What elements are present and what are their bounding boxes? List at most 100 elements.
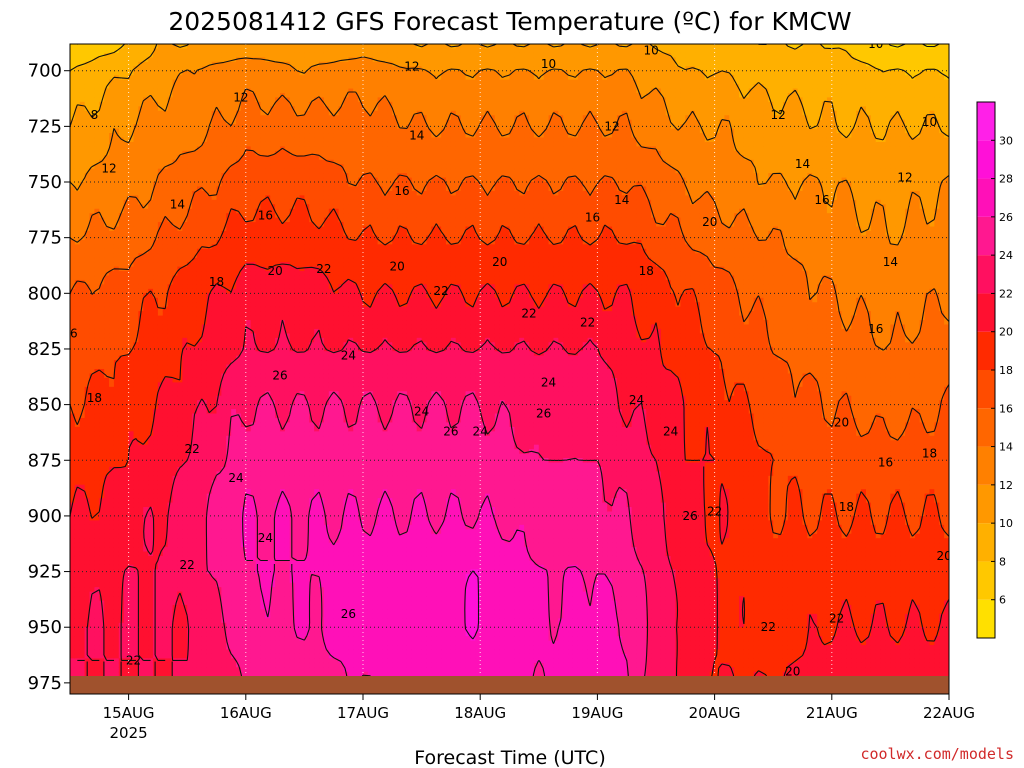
temperature-cell [236,53,241,58]
temperature-cell [168,405,173,410]
temperature-cell [99,329,104,334]
temperature-cell [104,213,109,218]
temperature-cell [182,489,187,494]
temperature-cell [143,365,148,370]
temperature-cell [85,529,90,534]
temperature-cell [99,316,104,321]
temperature-cell [158,320,163,325]
temperature-cell [207,356,212,361]
temperature-cell [202,414,207,419]
temperature-cell [94,445,99,450]
temperature-cell [168,503,173,508]
temperature-cell [94,44,99,49]
temperature-cell [212,93,217,98]
temperature-cell [207,471,212,476]
temperature-cell [182,494,187,499]
temperature-cell [129,485,134,490]
temperature-cell [80,284,85,289]
temperature-cell [138,427,143,432]
temperature-cell [129,53,134,58]
temperature-cell [70,601,75,606]
temperature-cell [182,365,187,370]
temperature-cell [119,97,124,102]
temperature-cell [207,324,212,329]
temperature-cell [212,227,217,232]
temperature-cell [104,556,109,561]
temperature-cell [90,137,95,142]
temperature-cell [119,320,124,325]
temperature-cell [158,84,163,89]
temperature-cell [158,271,163,276]
temperature-cell [197,556,202,561]
temperature-cell [119,507,124,512]
temperature-cell [153,454,158,459]
temperature-cell [212,520,217,525]
temperature-cell [192,592,197,597]
temperature-cell [168,231,173,236]
temperature-cell [104,632,109,637]
temperature-cell [217,93,222,98]
temperature-cell [109,618,114,623]
temperature-cell [197,552,202,557]
temperature-cell [70,258,75,263]
temperature-cell [168,396,173,401]
temperature-cell [217,222,222,227]
temperature-cell [173,93,178,98]
temperature-cell [158,316,163,321]
temperature-cell [85,476,90,481]
temperature-cell [99,231,104,236]
temperature-cell [90,498,95,503]
temperature-cell [207,560,212,565]
temperature-cell [192,351,197,356]
temperature-cell [143,480,148,485]
temperature-cell [187,115,192,120]
temperature-cell [109,458,114,463]
temperature-cell [85,440,90,445]
temperature-cell [138,627,143,632]
temperature-cell [182,351,187,356]
temperature-cell [153,191,158,196]
temperature-cell [221,454,226,459]
temperature-cell [163,587,168,592]
temperature-cell [70,636,75,641]
temperature-cell [138,552,143,557]
temperature-cell [90,182,95,187]
temperature-cell [70,627,75,632]
temperature-cell [148,578,153,583]
temperature-cell [109,574,114,579]
temperature-cell [192,324,197,329]
temperature-cell [129,333,134,338]
temperature-cell [70,262,75,267]
temperature-cell [124,427,129,432]
temperature-cell [177,120,182,125]
temperature-cell [133,244,138,249]
temperature-cell [114,427,119,432]
temperature-cell [182,632,187,637]
temperature-cell [153,382,158,387]
temperature-cell [99,200,104,205]
temperature-cell [70,538,75,543]
temperature-cell [168,516,173,521]
temperature-cell [143,80,148,85]
temperature-cell [163,146,168,151]
temperature-cell [75,445,80,450]
temperature-cell [133,520,138,525]
temperature-cell [153,636,158,641]
temperature-cell [221,498,226,503]
temperature-cell [109,520,114,525]
temperature-cell [182,436,187,441]
temperature-cell [80,547,85,552]
temperature-cell [158,253,163,258]
temperature-cell [187,391,192,396]
temperature-cell [75,498,80,503]
temperature-cell [70,293,75,298]
temperature-cell [226,494,231,499]
temperature-cell [173,137,178,142]
temperature-cell [138,186,143,191]
temperature-cell [70,467,75,472]
temperature-cell [99,271,104,276]
temperature-cell [94,302,99,307]
temperature-cell [129,618,134,623]
temperature-cell [221,414,226,419]
temperature-cell [70,547,75,552]
